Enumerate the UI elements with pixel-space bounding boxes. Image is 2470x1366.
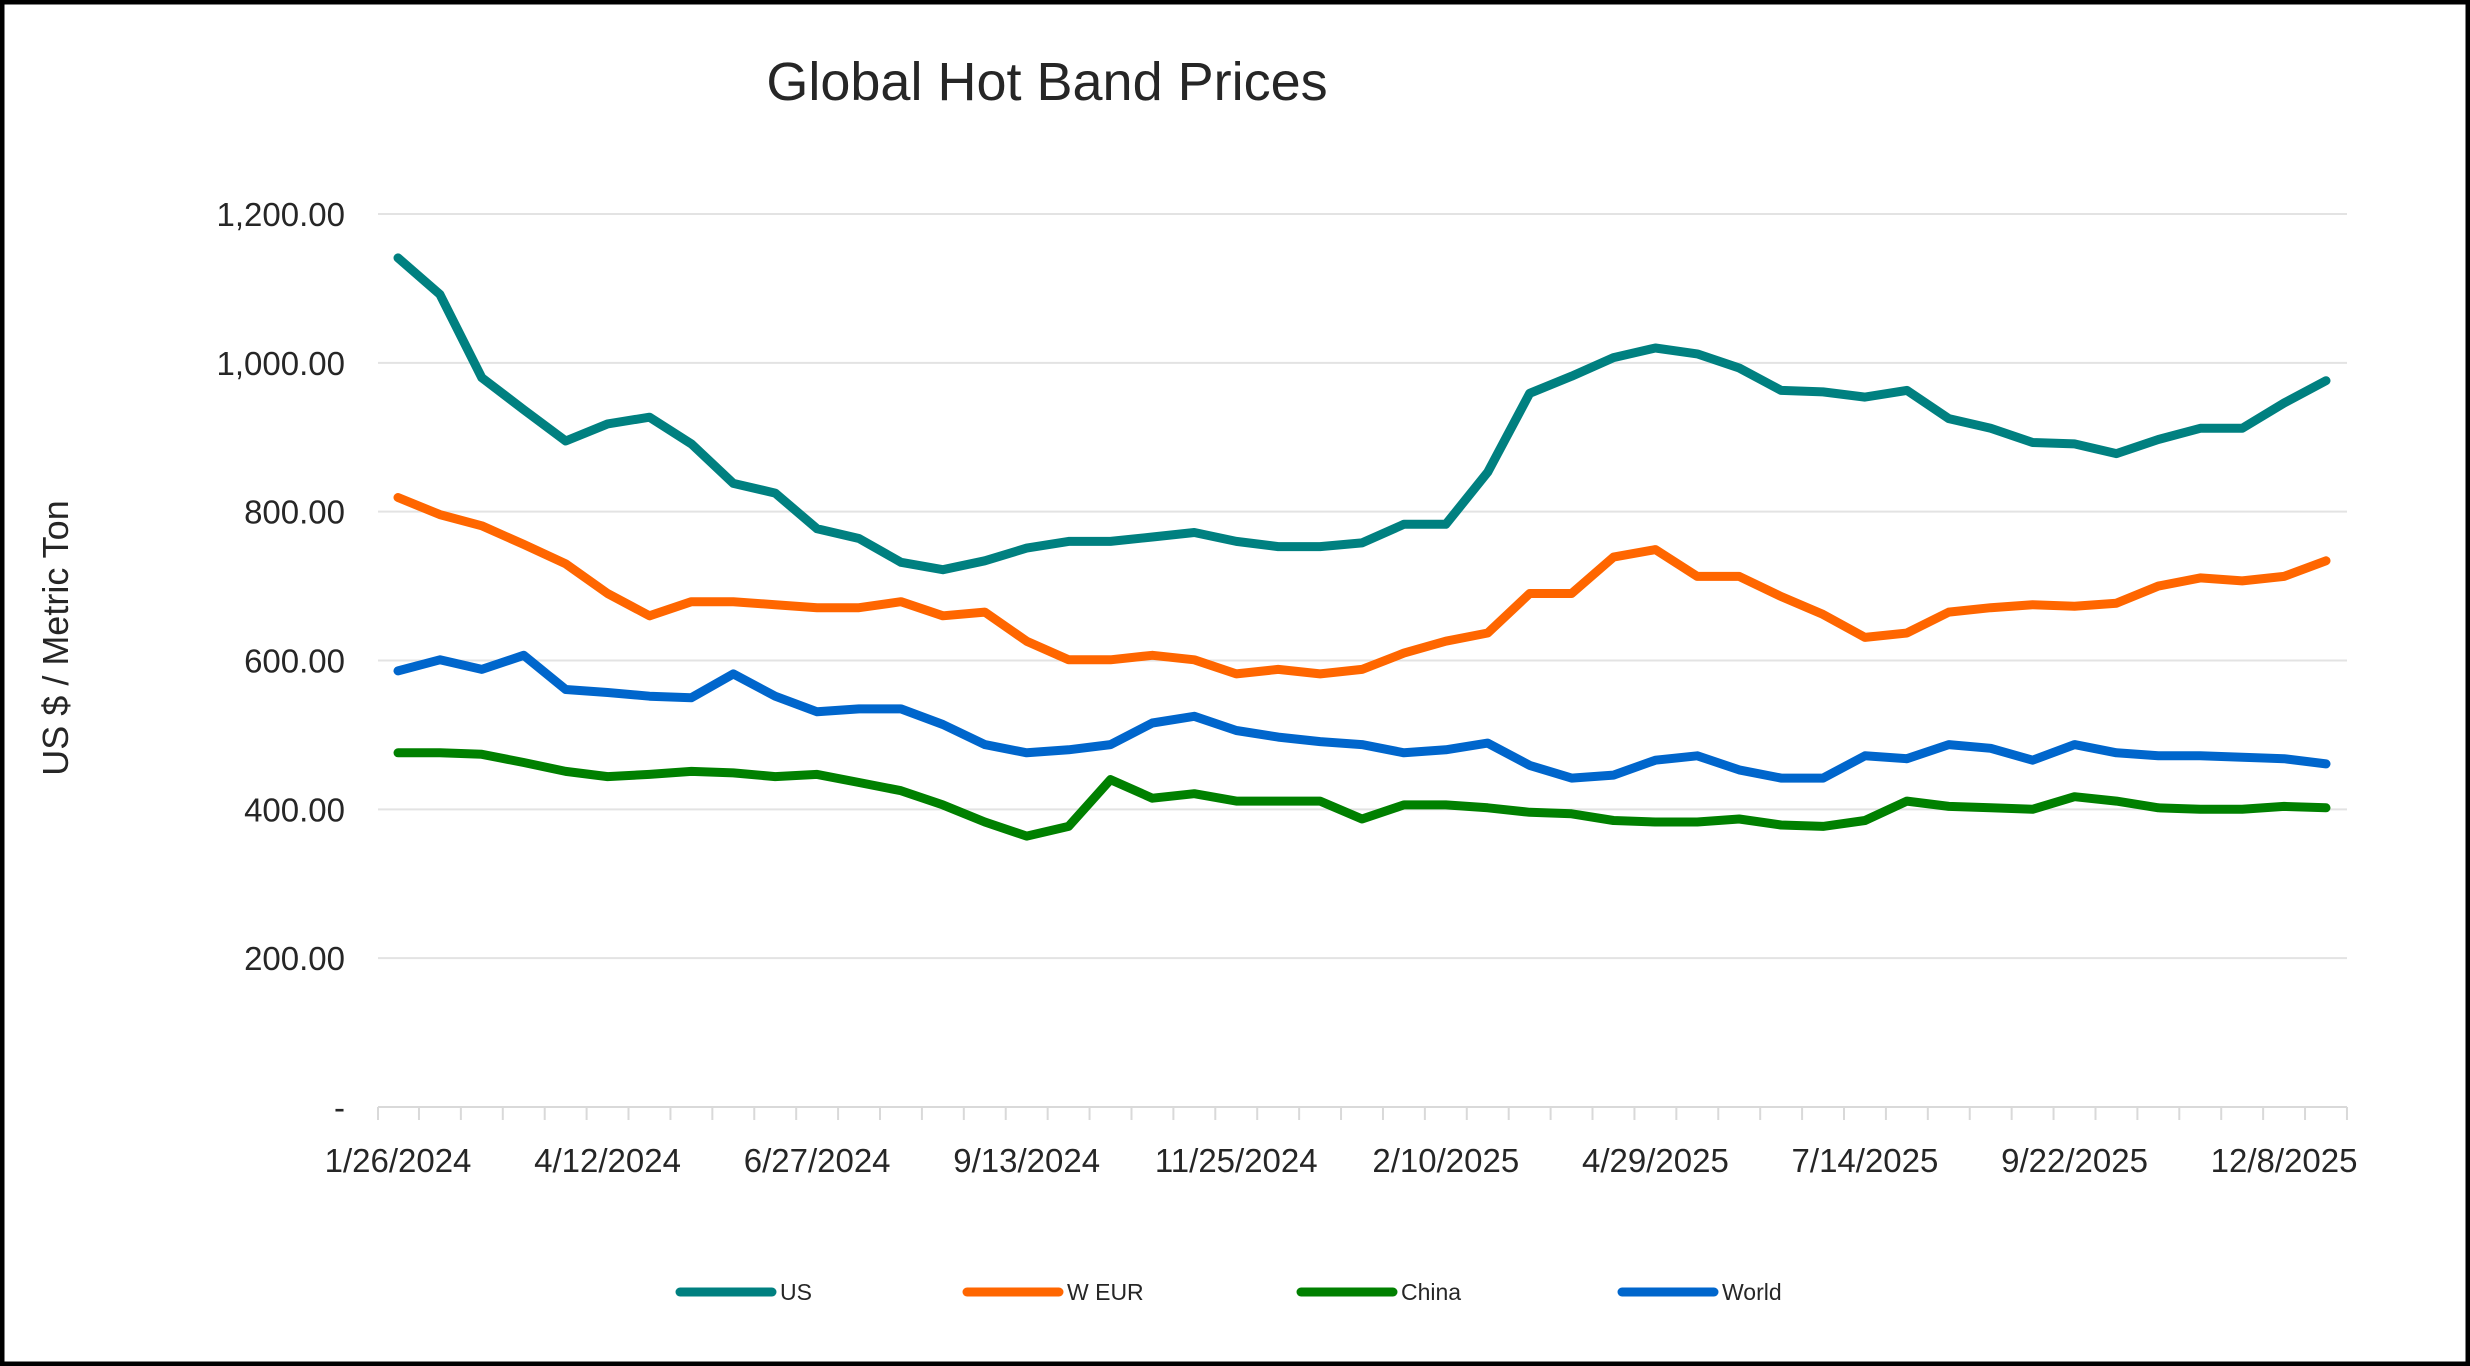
series-line-china xyxy=(393,748,2331,841)
chart-title: Global Hot Band Prices xyxy=(766,52,1327,112)
y-tick-label: 400.00 xyxy=(244,791,345,828)
y-tick-label: 600.00 xyxy=(244,643,345,680)
x-tick-label: 4/12/2024 xyxy=(534,1142,681,1179)
x-tick-label: 6/27/2024 xyxy=(744,1142,891,1179)
y-axis-ticks: - 200.00 400.00 600.00 800.00 1,000.00 1,200.0… xyxy=(217,196,345,1126)
y-tick-label: 800.00 xyxy=(244,494,345,531)
legend-label-w-eur: W EUR xyxy=(1067,1279,1144,1305)
x-tick-label: 4/29/2025 xyxy=(1582,1142,1729,1179)
x-tick-label: 11/25/2024 xyxy=(1155,1142,1318,1179)
x-tick-label: 7/14/2025 xyxy=(1792,1142,1939,1179)
x-tick-label: 12/8/2025 xyxy=(2211,1142,2358,1179)
x-tick-label: 9/22/2025 xyxy=(2001,1142,2148,1179)
y-tick-label: 1,200.00 xyxy=(217,196,345,233)
legend-label-us: US xyxy=(780,1279,812,1305)
y-tick-label: 1,000.00 xyxy=(217,345,345,382)
x-tick-label: 2/10/2025 xyxy=(1372,1142,1519,1179)
series-line-w-eur xyxy=(393,493,2331,679)
legend-label-china: China xyxy=(1401,1279,1461,1305)
legend: US W EUR China World xyxy=(675,1279,1782,1305)
y-tick-label: - xyxy=(334,1089,345,1126)
series-lines xyxy=(393,253,2331,841)
x-axis: 1/26/2024 4/12/2024 6/27/2024 9/13/2024 11/2… xyxy=(325,1106,2358,1179)
series-line-us xyxy=(393,253,2331,575)
x-tick-label: 9/13/2024 xyxy=(953,1142,1100,1179)
y-tick-label: 200.00 xyxy=(244,940,345,977)
series-line-world xyxy=(393,650,2331,783)
x-tick-label: 1/26/2024 xyxy=(325,1142,472,1179)
legend-label-world: World xyxy=(1722,1279,1782,1305)
y-axis-title: US $ / Metric Ton xyxy=(35,500,76,775)
